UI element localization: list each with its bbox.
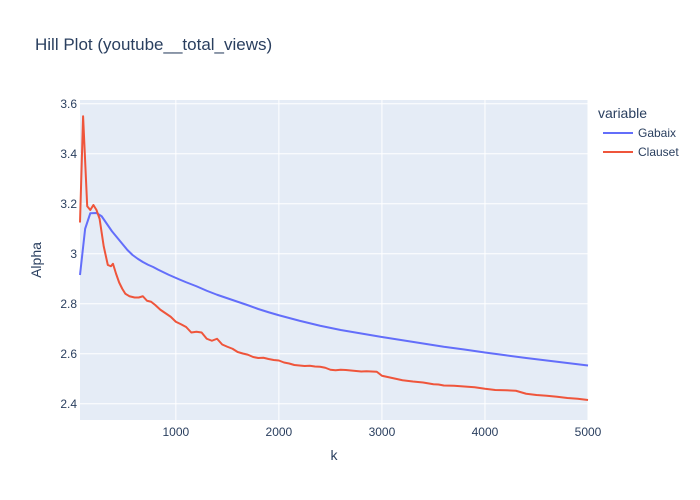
x-tick-label: 3000	[369, 425, 396, 439]
legend-items: Gabaix Clauset	[603, 126, 679, 159]
series-layer	[79, 115, 589, 401]
legend: variable Gabaix Clauset	[598, 105, 679, 159]
x-tick-label: 1000	[162, 425, 189, 439]
plot-area	[80, 100, 588, 420]
legend-title: variable	[598, 105, 647, 121]
y-tick-label: 3.2	[60, 197, 77, 211]
y-tick-label: 2.6	[60, 347, 77, 361]
y-axis-ticks: 2.4 2.6 2.8 3 3.2 3.4 3.6	[60, 97, 77, 411]
series-line-gabaix	[79, 212, 589, 367]
chart-title: Hill Plot (youtube__total_views)	[35, 35, 272, 54]
x-tick-label: 4000	[472, 425, 499, 439]
legend-label-gabaix: Gabaix	[638, 126, 676, 140]
x-tick-label: 2000	[266, 425, 293, 439]
x-axis-title: k	[331, 447, 339, 463]
x-tick-label: 5000	[575, 425, 602, 439]
y-tick-label: 3.4	[60, 147, 77, 161]
y-tick-label: 2.8	[60, 297, 77, 311]
series-line-clauset	[79, 115, 589, 401]
y-axis-title: Alpha	[28, 242, 44, 278]
x-axis-ticks: 1000 2000 3000 4000 5000	[162, 425, 601, 439]
y-tick-label: 2.4	[60, 397, 77, 411]
y-tick-label: 3.6	[60, 97, 77, 111]
legend-label-clauset: Clauset	[638, 145, 679, 159]
y-tick-label: 3	[70, 247, 77, 261]
y-gridlines	[80, 103, 588, 405]
